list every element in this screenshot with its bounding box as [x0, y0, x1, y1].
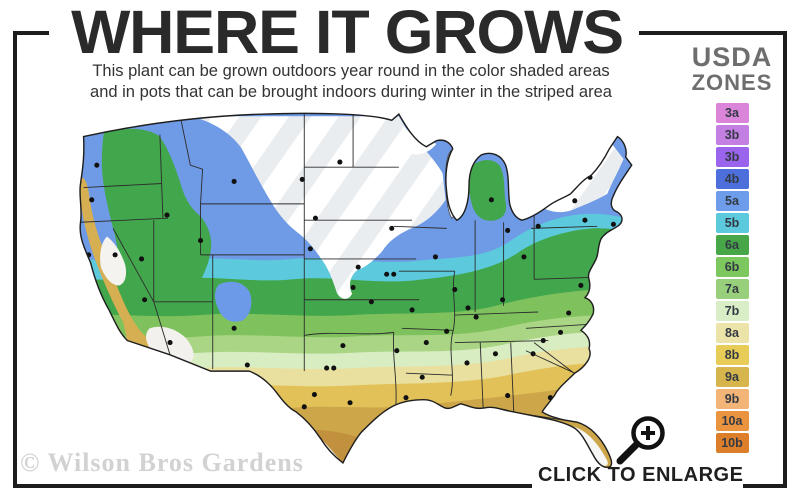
zone-chip-3a-0: 3a: [715, 103, 749, 124]
zone-chip-4b-3: 4b: [715, 169, 749, 190]
zone-chip-3b-2: 3b: [715, 147, 749, 168]
zoom-in-magnifier-icon[interactable]: [606, 402, 682, 470]
zone-chip-8b-11: 8b: [715, 345, 749, 366]
zone-chip-5b-5: 5b: [715, 213, 749, 234]
zone-chip-7b-9: 7b: [715, 301, 749, 322]
click-to-enlarge-label[interactable]: CLICK TO ENLARGE: [538, 464, 744, 486]
subtitle-line-1: This plant can be grown outdoors year ro…: [92, 62, 610, 80]
subtitle: This plant can be grown outdoors year ro…: [55, 61, 647, 103]
border-gap-bottom: [532, 481, 743, 491]
striped-area-north: [190, 116, 446, 299]
legend-title-usda: USDA: [691, 42, 773, 72]
zone-chip-3b-1: 3b: [715, 125, 749, 146]
zone-chip-8a-10: 8a: [715, 323, 749, 344]
zone-chip-9b-13: 9b: [715, 389, 749, 410]
usda-zones-legend: USDA ZONES 3a 3b 3b 4b 5a 5b 6a 6b 7a 7b 8a 8b 9a 9b 1…: [676, 42, 788, 454]
zone-chip-6b-7: 6b: [715, 257, 749, 278]
state-borders: [80, 114, 598, 423]
watermark: © Wilson Bros Gardens: [20, 448, 304, 477]
zone-chip-9a-12: 9a: [715, 367, 749, 388]
us-hardiness-zone-map[interactable]: [48, 106, 648, 469]
border-gap-top: [49, 28, 639, 38]
zone-chip-7a-8: 7a: [715, 279, 749, 300]
map-zone-fills: [79, 113, 632, 468]
usda-zone-list: 3a 3b 3b 4b 5a 5b 6a 6b 7a 7b 8a 8b 9a 9b 10a 10b: [676, 103, 788, 454]
zone-chip-10a-14: 10a: [715, 411, 749, 432]
zone-chip-5a-4: 5a: [715, 191, 749, 212]
zone-chip-10b-15: 10b: [715, 433, 749, 454]
zone-chip-6a-6: 6a: [715, 235, 749, 256]
us-map-svg[interactable]: [48, 106, 648, 469]
page-title: WHERE IT GROWS: [71, 0, 624, 67]
us-outline: [79, 112, 633, 469]
legend-title-zones: ZONES: [691, 70, 773, 95]
subtitle-line-2: and in pots that can be brought indoors …: [90, 82, 612, 101]
